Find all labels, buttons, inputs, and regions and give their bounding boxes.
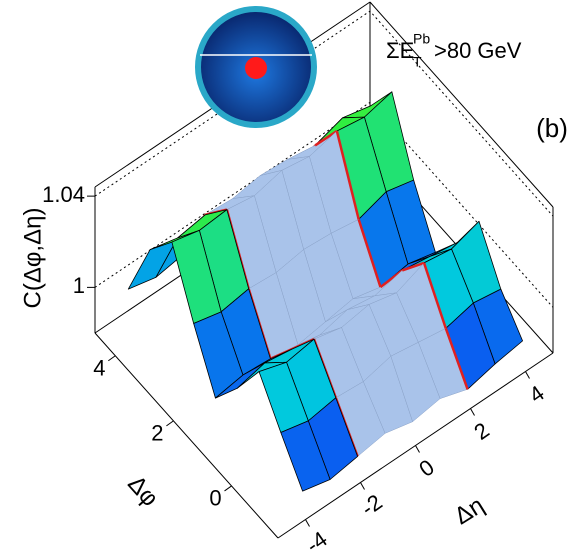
y-tick-label: 2 <box>151 421 163 446</box>
x-tick <box>305 519 310 527</box>
annotation-suffix: >80 GeV <box>434 38 522 63</box>
box-edge <box>94 332 279 539</box>
surface-cell <box>280 420 331 492</box>
y-tick <box>166 420 174 427</box>
highlight-edge <box>422 262 447 329</box>
z-axis-title: C(Δφ,Δη) <box>19 208 46 309</box>
x-tick <box>415 445 420 453</box>
x-tick <box>470 408 475 416</box>
highlight-edge <box>401 261 425 272</box>
x-tick <box>360 482 365 490</box>
y-tick <box>108 355 116 362</box>
grid-line <box>94 101 554 308</box>
y-tick-label: 4 <box>93 356 105 381</box>
y-tick-label: 0 <box>209 486 221 511</box>
y-tick <box>224 485 232 492</box>
x-axis-title: Δη <box>450 492 489 530</box>
icon-dot <box>245 57 267 79</box>
y-axis-title: Δφ <box>122 470 163 512</box>
x-tick <box>525 371 530 379</box>
highlight-edge <box>357 218 382 288</box>
surface <box>127 91 523 492</box>
x-tick-label: 0 <box>414 454 438 482</box>
panel-label: (b) <box>536 113 568 143</box>
x-tick-label: -2 <box>356 489 386 521</box>
z-tick-label: 1.04 <box>42 182 85 207</box>
box-edge <box>369 1 554 208</box>
annotation-subscript: T <box>413 54 422 70</box>
annotation-base: ΣE <box>386 38 414 63</box>
highlight-edge <box>335 130 360 220</box>
x-tick-label: -4 <box>301 526 331 558</box>
highlight-edge <box>314 130 338 147</box>
collision-icon <box>195 6 317 128</box>
highlight-edge <box>379 269 403 289</box>
z-tick-label: 1 <box>73 273 85 298</box>
highlight-edge <box>444 327 469 390</box>
annotation-superscript: Pb <box>413 31 430 47</box>
x-tick-label: 4 <box>524 380 548 408</box>
grid-line <box>94 10 554 217</box>
x-tick-label: 2 <box>469 417 493 445</box>
